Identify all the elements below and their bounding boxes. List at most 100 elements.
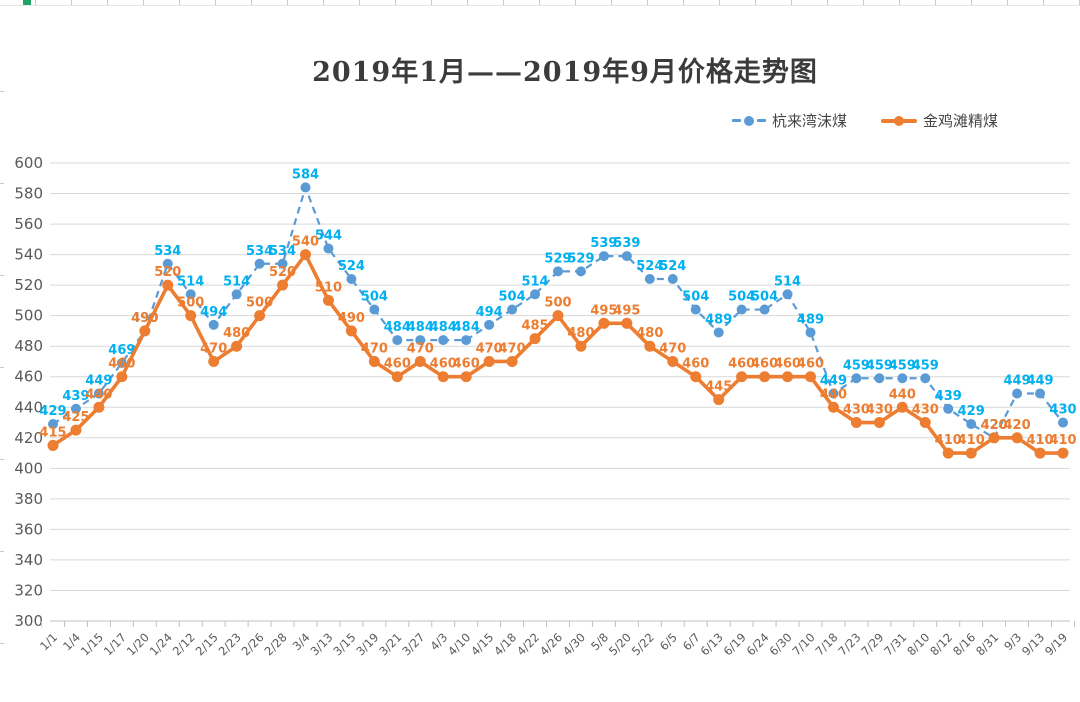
series-line-dashed[interactable]	[52, 186, 1064, 439]
data-point[interactable]	[1057, 447, 1069, 459]
data-point[interactable]	[874, 373, 885, 384]
data-point[interactable]	[598, 251, 609, 262]
data-point[interactable]	[667, 355, 679, 367]
data-point[interactable]	[621, 251, 632, 262]
data-point[interactable]	[736, 371, 748, 383]
data-point[interactable]	[162, 258, 173, 269]
data-point[interactable]	[805, 371, 816, 383]
data-point[interactable]	[438, 335, 449, 346]
data-point[interactable]	[300, 182, 311, 193]
data-point[interactable]	[185, 310, 197, 322]
data-point[interactable]	[116, 357, 127, 368]
data-point[interactable]	[873, 417, 885, 429]
data-point[interactable]	[277, 279, 289, 291]
data-point[interactable]	[552, 310, 564, 322]
data-label: 470	[200, 341, 227, 356]
data-label: 470	[659, 341, 686, 356]
data-point[interactable]	[1011, 432, 1023, 444]
data-point[interactable]	[369, 304, 380, 315]
legend-item-hanglaiwan[interactable]: 杭来湾沫煤	[731, 110, 847, 131]
data-point[interactable]	[460, 371, 472, 383]
data-point[interactable]	[920, 373, 931, 384]
data-point[interactable]	[254, 310, 266, 322]
data-label: 500	[246, 296, 273, 311]
data-point[interactable]	[162, 279, 174, 291]
data-point[interactable]	[553, 266, 563, 277]
data-point[interactable]	[713, 394, 725, 406]
data-point[interactable]	[988, 432, 1000, 444]
data-point[interactable]	[827, 401, 839, 413]
data-point[interactable]	[1058, 417, 1068, 428]
data-point[interactable]	[896, 401, 908, 413]
data-point[interactable]	[667, 274, 678, 285]
data-point[interactable]	[300, 249, 311, 261]
data-point[interactable]	[231, 340, 243, 352]
data-point[interactable]	[782, 289, 793, 300]
data-point[interactable]	[185, 289, 196, 300]
data-point[interactable]	[116, 371, 128, 383]
data-point[interactable]	[942, 447, 954, 459]
data-point[interactable]	[598, 317, 610, 329]
data-label: 514	[774, 274, 801, 289]
data-point[interactable]	[277, 258, 288, 269]
data-label: 494	[476, 305, 503, 320]
data-point[interactable]	[965, 447, 977, 459]
data-label: 510	[315, 280, 342, 295]
data-point[interactable]	[93, 401, 105, 413]
data-point[interactable]	[943, 403, 954, 414]
data-point[interactable]	[1035, 388, 1046, 399]
data-point[interactable]	[805, 327, 816, 338]
data-point[interactable]	[47, 439, 59, 451]
data-point[interactable]	[483, 355, 495, 367]
data-point[interactable]	[437, 371, 449, 383]
data-point[interactable]	[850, 417, 862, 429]
data-point[interactable]	[690, 371, 702, 383]
data-point[interactable]	[414, 355, 426, 367]
data-point[interactable]	[828, 388, 839, 399]
data-point[interactable]	[345, 325, 357, 337]
data-point[interactable]	[897, 373, 908, 384]
data-point[interactable]	[713, 327, 724, 338]
data-point[interactable]	[919, 417, 931, 429]
data-point[interactable]	[392, 335, 403, 346]
data-point[interactable]	[966, 419, 977, 430]
data-point[interactable]	[506, 355, 518, 367]
data-point[interactable]	[759, 371, 771, 383]
data-point[interactable]	[323, 243, 334, 254]
data-point[interactable]	[759, 304, 770, 315]
data-point[interactable]	[139, 325, 151, 337]
data-point[interactable]	[530, 289, 541, 300]
data-point[interactable]	[346, 274, 357, 285]
data-point[interactable]	[621, 317, 633, 329]
data-point[interactable]	[391, 371, 403, 383]
x-axis-label: 6/24	[744, 630, 772, 658]
data-point[interactable]	[415, 335, 426, 346]
data-point[interactable]	[254, 258, 265, 269]
data-point[interactable]	[529, 333, 541, 345]
data-point[interactable]	[736, 304, 747, 315]
data-point[interactable]	[575, 266, 586, 277]
data-point[interactable]	[208, 319, 219, 330]
legend-item-jinjitan[interactable]: 金鸡滩精煤	[880, 110, 998, 131]
data-point[interactable]	[70, 424, 82, 436]
data-point[interactable]	[782, 371, 794, 383]
data-point[interactable]	[1012, 388, 1023, 399]
data-point[interactable]	[208, 355, 220, 367]
data-point[interactable]	[368, 355, 380, 367]
data-point[interactable]	[231, 289, 242, 300]
data-point[interactable]	[1034, 447, 1046, 459]
data-point[interactable]	[507, 304, 518, 315]
x-axis-label: 5/20	[606, 630, 634, 658]
data-point[interactable]	[484, 319, 495, 330]
data-point[interactable]	[461, 335, 472, 346]
data-point[interactable]	[93, 388, 104, 399]
data-point[interactable]	[690, 304, 701, 315]
data-point[interactable]	[575, 340, 587, 352]
data-point[interactable]	[322, 294, 334, 306]
data-point[interactable]	[644, 340, 656, 352]
data-point[interactable]	[48, 419, 58, 430]
data-point[interactable]	[851, 373, 862, 384]
data-point[interactable]	[70, 403, 81, 414]
data-point[interactable]	[644, 274, 655, 285]
